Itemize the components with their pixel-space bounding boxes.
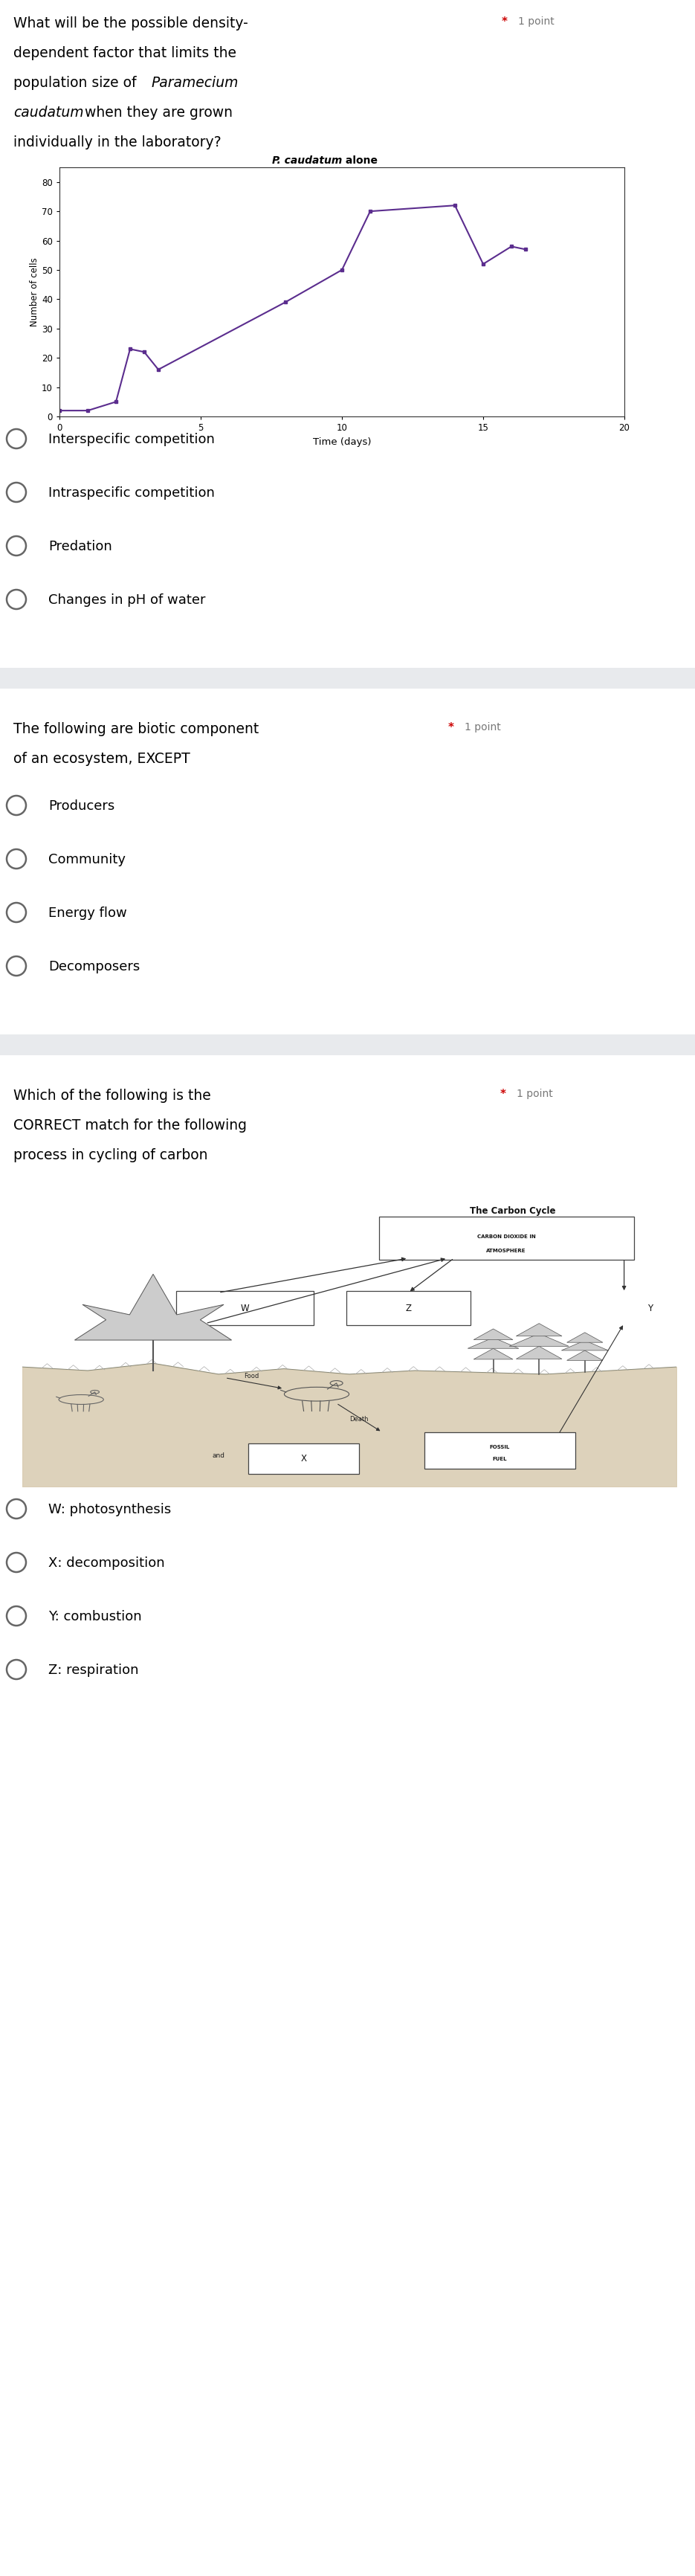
Text: *: * [502,15,512,28]
Text: of an ecosystem, EXCEPT: of an ecosystem, EXCEPT [13,752,190,765]
FancyBboxPatch shape [346,1291,471,1324]
X-axis label: Time (days): Time (days) [313,438,371,446]
Y-axis label: Number of cells: Number of cells [30,258,40,327]
Text: and: and [212,1453,225,1458]
Text: Interspecific competition: Interspecific competition [49,433,215,446]
Text: X: X [301,1453,306,1463]
Text: Y: combustion: Y: combustion [49,1610,142,1623]
Text: P. caudatum: P. caudatum [272,155,342,165]
Text: Community: Community [49,853,126,866]
Text: Which of the following is the: Which of the following is the [13,1090,211,1103]
Polygon shape [473,1347,513,1360]
Polygon shape [567,1350,603,1360]
Text: FUEL: FUEL [493,1458,507,1461]
Text: ATMOSPHERE: ATMOSPHERE [486,1249,526,1252]
Text: Z: Z [405,1303,411,1314]
Text: Energy flow: Energy flow [49,907,127,920]
FancyBboxPatch shape [379,1216,634,1260]
Text: X: decomposition: X: decomposition [49,1556,165,1569]
Text: caudatum: caudatum [13,106,83,118]
Text: FOSSIL: FOSSIL [490,1445,510,1450]
Polygon shape [468,1337,518,1347]
Text: Death: Death [350,1417,368,1422]
Text: Predation: Predation [49,541,112,554]
FancyBboxPatch shape [248,1443,359,1473]
Text: dependent factor that limits the: dependent factor that limits the [13,46,236,59]
Text: process in cycling of carbon: process in cycling of carbon [13,1149,208,1162]
Text: CARBON DIOXIDE IN: CARBON DIOXIDE IN [477,1234,536,1239]
Text: *: * [448,721,458,734]
Bar [0,667,695,688]
Text: population size of: population size of [13,75,141,90]
Text: alone: alone [342,155,377,165]
Text: 1 point: 1 point [518,15,555,26]
Polygon shape [516,1347,562,1360]
Text: W: photosynthesis: W: photosynthesis [49,1502,171,1517]
Text: Paramecium: Paramecium [151,75,238,90]
Text: The Carbon Cycle: The Carbon Cycle [470,1206,556,1216]
Text: The following are biotic component: The following are biotic component [13,721,259,737]
Text: *: * [500,1090,510,1100]
Text: Changes in pH of water: Changes in pH of water [49,592,206,608]
Text: Food: Food [244,1373,259,1381]
Text: Decomposers: Decomposers [49,961,140,974]
Polygon shape [567,1332,603,1342]
Polygon shape [74,1275,231,1340]
Text: Intraspecific competition: Intraspecific competition [49,487,215,500]
Text: W: W [240,1303,249,1314]
Text: CORRECT match for the following: CORRECT match for the following [13,1118,247,1133]
FancyBboxPatch shape [176,1291,313,1324]
Polygon shape [509,1334,569,1347]
Text: Y: Y [648,1303,653,1314]
Text: Z: respiration: Z: respiration [49,1664,138,1677]
Polygon shape [562,1340,608,1350]
Text: Producers: Producers [49,799,115,814]
Text: 1 point: 1 point [516,1090,553,1100]
Text: What will be the possible density-: What will be the possible density- [13,15,248,31]
FancyBboxPatch shape [425,1432,575,1468]
Text: individually in the laboratory?: individually in the laboratory? [13,137,221,149]
Bar [0,1036,695,1056]
Text: 1 point: 1 point [464,721,500,732]
Polygon shape [473,1329,513,1340]
Polygon shape [516,1324,562,1337]
Text: when they are grown: when they are grown [81,106,233,118]
